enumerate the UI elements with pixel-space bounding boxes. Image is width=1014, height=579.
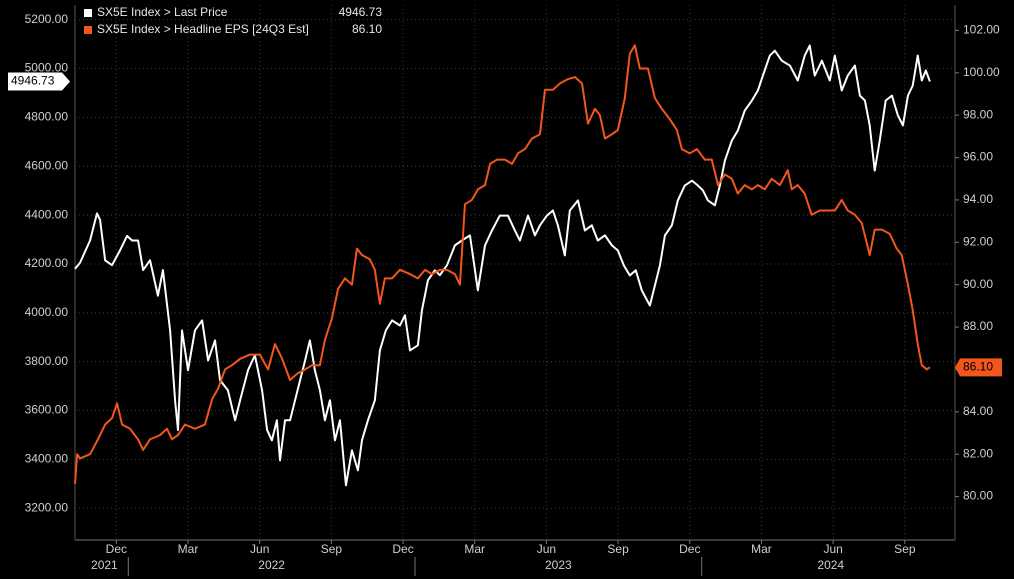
legend-label: SX5E Index > Last Price: [97, 5, 228, 19]
y2-tick-label: 102.00: [963, 23, 1000, 37]
y-tick-label: 5200.00: [25, 12, 69, 26]
y2-tick-label: 90.00: [963, 277, 993, 291]
y2-tick-label: 94.00: [963, 192, 993, 206]
y-tick-label: 4400.00: [25, 207, 69, 221]
y-tick-label: 4600.00: [25, 158, 69, 172]
x-tick-label: Jun: [823, 542, 842, 556]
x-tick-label: Dec: [392, 542, 413, 556]
x-tick-label: Mar: [751, 542, 772, 556]
y2-tick-label: 98.00: [963, 107, 993, 121]
x-tick-label: Sep: [321, 542, 343, 556]
y-tick-label: 3400.00: [25, 452, 69, 466]
x-tick-label: Sep: [894, 542, 916, 556]
x-tick-label: Mar: [464, 542, 485, 556]
year-label: 2024: [817, 558, 844, 572]
y2-tick-label: 80.00: [963, 489, 993, 503]
y2-tick-label: 88.00: [963, 319, 993, 333]
y2-tick-label: 92.00: [963, 234, 993, 248]
last-value-label: 4946.73: [11, 74, 55, 88]
x-tick-label: Sep: [607, 542, 629, 556]
series-line: [74, 44, 931, 487]
y2-tick-label: 84.00: [963, 404, 993, 418]
x-tick-label: Dec: [106, 542, 127, 556]
year-label: 2022: [258, 558, 285, 572]
last-value-tag: [955, 358, 1002, 377]
x-tick-label: Jun: [250, 542, 269, 556]
x-tick-label: Mar: [178, 542, 199, 556]
y-tick-label: 3600.00: [25, 403, 69, 417]
y-tick-label: 4200.00: [25, 256, 69, 270]
x-tick-label: Dec: [679, 542, 700, 556]
y2-tick-label: 82.00: [963, 446, 993, 460]
last-value-tag: [8, 72, 70, 91]
legend-swatch: [84, 26, 92, 34]
y-tick-label: 3200.00: [25, 500, 69, 514]
year-label: 2021: [91, 558, 118, 572]
y-tick-label: 5000.00: [25, 61, 69, 75]
y2-tick-label: 96.00: [963, 150, 993, 164]
legend-value: 86.10: [352, 22, 382, 36]
year-label: 2023: [545, 558, 572, 572]
legend-swatch: [84, 9, 92, 17]
y-tick-label: 4800.00: [25, 110, 69, 124]
last-value-label: 86.10: [963, 359, 993, 373]
x-tick-label: Jun: [537, 542, 556, 556]
series-line: [74, 44, 931, 484]
legend-value: 4946.73: [339, 5, 383, 19]
y-tick-label: 3800.00: [25, 354, 69, 368]
y2-tick-label: 100.00: [963, 65, 1000, 79]
legend-label: SX5E Index > Headline EPS [24Q3 Est]: [97, 22, 309, 36]
y-tick-label: 4000.00: [25, 305, 69, 319]
